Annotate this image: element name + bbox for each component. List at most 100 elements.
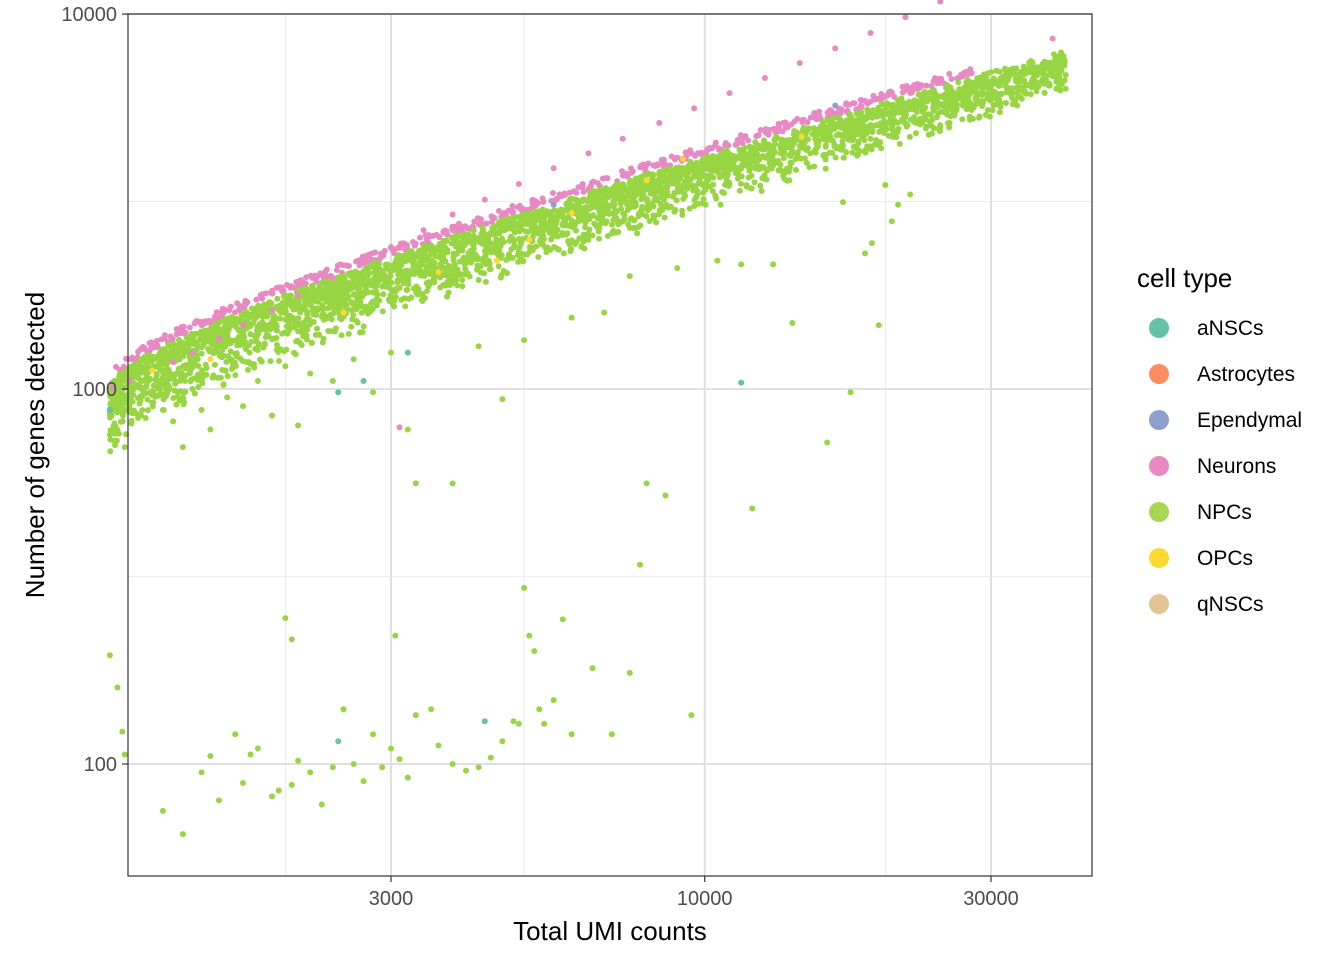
npc-band-point xyxy=(464,233,471,240)
npc-band-point xyxy=(149,355,156,362)
npc-band-point xyxy=(448,240,455,247)
npc-band-point xyxy=(250,361,257,368)
neuron-band-point xyxy=(312,272,319,279)
npc-band-point xyxy=(785,166,792,173)
npcs-point xyxy=(138,412,145,419)
neuron-band-point xyxy=(112,363,119,370)
npc-band-point xyxy=(656,168,663,175)
npc-band-point xyxy=(400,280,407,287)
npcs-point xyxy=(882,181,889,188)
npc-band-point xyxy=(954,101,961,108)
npc-band-point xyxy=(913,130,920,137)
neuron-band-point xyxy=(482,220,489,227)
npc-band-point xyxy=(206,348,213,355)
npc-band-point xyxy=(348,307,355,314)
npc-band-point xyxy=(702,173,709,180)
npc-band-point xyxy=(1004,84,1011,91)
npc-band-point xyxy=(572,227,579,234)
npc-band-point xyxy=(988,91,995,98)
neuron-band-point xyxy=(966,70,973,77)
npc-band-point xyxy=(710,181,717,188)
npc-band-point xyxy=(898,95,905,102)
npc-band-point xyxy=(932,95,939,102)
npc-band-point xyxy=(761,137,768,144)
npc-band-point xyxy=(221,338,228,345)
neuron-band-point xyxy=(858,103,865,110)
npc-band-point xyxy=(1030,76,1037,83)
npc-band-point xyxy=(276,302,283,309)
npc-band-point xyxy=(1053,77,1060,84)
npc-band-point xyxy=(459,283,466,290)
npcs-point xyxy=(412,712,419,719)
npc-band-point xyxy=(924,98,931,105)
npcs-point xyxy=(626,273,633,280)
npc-band-point xyxy=(580,236,587,243)
npc-band-point xyxy=(136,358,143,365)
neuron-band-point xyxy=(307,272,314,279)
npc-band-point xyxy=(149,388,156,395)
npc-band-point xyxy=(849,149,856,156)
opcs-point xyxy=(568,209,575,216)
npcs-point xyxy=(404,426,411,433)
npc-band-point xyxy=(137,393,144,400)
neuron-band-point xyxy=(757,126,764,133)
npc-band-point xyxy=(195,363,202,370)
npc-band-point xyxy=(591,220,598,227)
npcs-point xyxy=(550,697,557,704)
npc-band-point xyxy=(510,244,517,251)
npc-band-point xyxy=(222,343,229,350)
npc-band-point xyxy=(1021,88,1028,95)
npc-band-point xyxy=(633,192,640,199)
opcs-point xyxy=(526,236,533,243)
npcs-point xyxy=(207,426,214,433)
npc-band-point xyxy=(451,261,458,268)
npcs-point xyxy=(541,720,548,727)
neuron-band-point xyxy=(519,205,526,212)
npc-band-point xyxy=(720,189,727,196)
neuron-band-point xyxy=(153,337,160,344)
npc-band-point xyxy=(269,336,276,343)
npc-band-point xyxy=(690,187,697,194)
npc-band-point xyxy=(940,92,947,99)
npc-band-point xyxy=(261,301,268,308)
npc-band-point xyxy=(392,261,399,268)
npcs-point xyxy=(307,370,314,377)
npc-band-point xyxy=(231,322,238,329)
npc-band-point xyxy=(1045,81,1052,88)
neuron-band-point xyxy=(253,296,260,303)
npcs-point xyxy=(626,669,633,676)
neuron-band-point xyxy=(182,329,189,336)
npc-band-point xyxy=(246,349,253,356)
npcs-point xyxy=(862,250,869,257)
npc-band-point xyxy=(695,172,702,179)
npcs-point xyxy=(307,769,314,776)
neurons-point xyxy=(396,424,403,431)
npc-band-point xyxy=(930,86,937,93)
npcs-point xyxy=(159,807,166,814)
npc-band-point xyxy=(273,323,280,330)
npc-band-point xyxy=(653,219,660,226)
npc-band-point xyxy=(180,395,187,402)
npc-band-point xyxy=(672,206,679,213)
npc-band-point xyxy=(596,212,603,219)
npc-band-point xyxy=(867,135,874,142)
npc-band-point xyxy=(687,158,694,165)
npc-band-point xyxy=(173,344,180,351)
npc-band-point xyxy=(107,414,114,421)
legend-swatch-qnscs xyxy=(1149,594,1169,614)
npc-band-point xyxy=(464,257,471,264)
neuron-band-point xyxy=(411,242,418,249)
npc-band-point xyxy=(239,314,246,321)
npc-band-point xyxy=(387,292,394,299)
neuron-band-point xyxy=(961,69,968,76)
neuron-band-point xyxy=(449,226,456,233)
npc-band-point xyxy=(431,247,438,254)
neuron-band-point xyxy=(549,189,556,196)
npc-band-point xyxy=(316,282,323,289)
npc-band-point xyxy=(743,183,750,190)
npc-band-point xyxy=(261,340,268,347)
npc-band-point xyxy=(869,107,876,114)
npc-band-point xyxy=(745,174,752,181)
npc-band-point xyxy=(643,213,650,220)
npc-band-point xyxy=(644,198,651,205)
